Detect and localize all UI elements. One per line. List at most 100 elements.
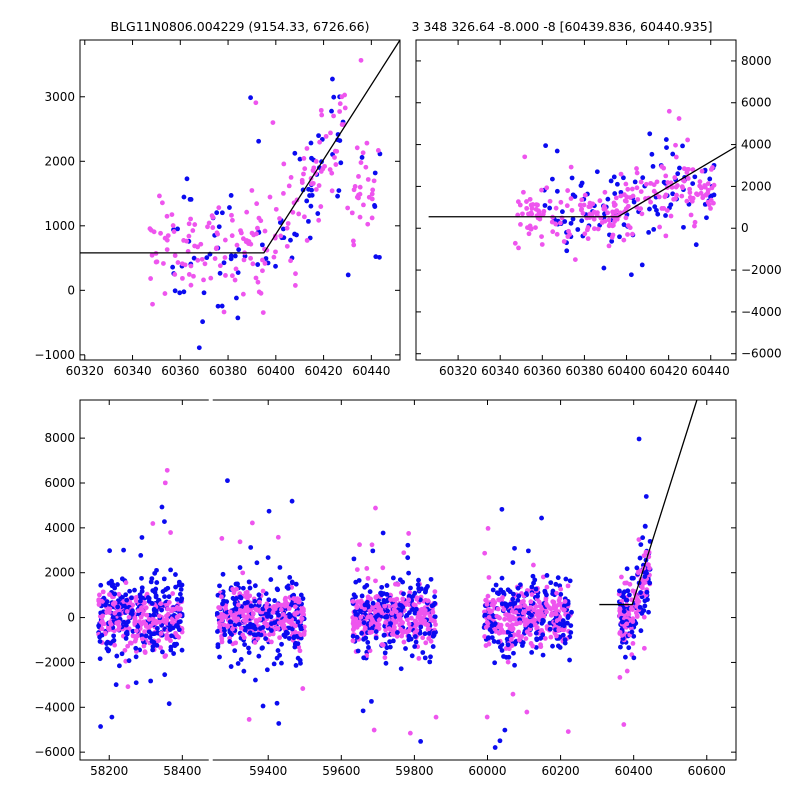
data-point — [362, 625, 368, 631]
data-point — [406, 593, 412, 599]
data-point — [316, 183, 322, 188]
data-point — [309, 155, 314, 161]
data-point — [171, 651, 177, 656]
data-point — [143, 605, 149, 611]
data-point — [105, 639, 110, 645]
data-point — [351, 623, 357, 628]
top-right-panel: 3 348 326.64 -8.000 -8 [60439.836, 60440… — [411, 19, 781, 378]
data-point — [608, 178, 614, 184]
data-point — [534, 637, 540, 643]
data-point — [329, 170, 335, 176]
data-point — [642, 523, 648, 529]
data-point — [409, 615, 414, 621]
y-tick-label: −2000 — [741, 263, 782, 277]
data-point — [241, 618, 247, 623]
x-tick-label: 60200 — [541, 764, 579, 778]
data-point — [373, 254, 379, 260]
data-point — [164, 467, 170, 473]
data-point — [300, 611, 306, 617]
data-point — [375, 148, 381, 153]
data-point — [668, 202, 674, 208]
data-point — [278, 233, 284, 239]
data-point — [486, 635, 491, 641]
data-point — [533, 630, 539, 636]
data-point — [241, 668, 247, 674]
data-point — [579, 218, 585, 224]
data-point — [162, 672, 168, 678]
data-point — [597, 198, 603, 204]
data-point — [243, 594, 249, 600]
data-point — [684, 170, 690, 175]
data-point — [266, 508, 272, 514]
data-point — [329, 108, 334, 114]
data-point — [614, 181, 620, 187]
data-point — [297, 648, 303, 654]
data-point — [661, 179, 667, 185]
data-point — [418, 624, 424, 630]
data-point — [186, 272, 192, 277]
data-point — [221, 622, 227, 628]
data-point — [336, 188, 342, 194]
y-tick-label: −6000 — [741, 347, 782, 361]
data-point — [200, 319, 206, 325]
data-point — [505, 659, 511, 665]
data-point — [373, 635, 379, 641]
data-point — [170, 591, 176, 596]
data-point — [143, 633, 149, 639]
data-point — [565, 188, 571, 193]
data-point — [335, 193, 340, 199]
data-point — [522, 154, 528, 160]
data-point — [634, 170, 640, 176]
data-point — [293, 271, 298, 277]
data-point — [671, 196, 677, 202]
data-point — [209, 213, 215, 219]
data-point — [252, 598, 258, 604]
data-point — [515, 597, 521, 603]
data-point — [663, 173, 669, 179]
data-point — [342, 105, 348, 111]
data-point — [302, 214, 307, 220]
data-point — [279, 660, 284, 666]
data-point — [228, 193, 234, 198]
data-point — [621, 594, 626, 600]
data-point — [555, 575, 561, 581]
data-point — [288, 175, 294, 180]
data-point — [238, 625, 244, 631]
data-point — [172, 272, 178, 277]
data-point — [105, 648, 111, 654]
data-point — [517, 604, 523, 610]
data-point — [235, 661, 241, 666]
data-point — [229, 632, 234, 638]
data-point — [569, 207, 575, 213]
data-point — [179, 596, 185, 601]
y-tick-label: 3000 — [44, 90, 75, 104]
data-point — [569, 175, 575, 181]
data-point — [169, 212, 175, 217]
data-point — [368, 621, 374, 627]
data-point — [382, 650, 388, 656]
data-point — [254, 560, 260, 566]
data-point — [367, 630, 373, 635]
data-point — [482, 634, 488, 639]
data-point — [186, 233, 192, 239]
data-point — [512, 545, 517, 551]
data-point — [153, 618, 159, 624]
data-point — [171, 229, 177, 234]
data-point — [156, 638, 162, 643]
data-point — [391, 632, 397, 637]
data-point — [276, 721, 282, 726]
data-point — [260, 703, 266, 709]
data-point — [253, 275, 259, 281]
data-point — [432, 594, 438, 600]
data-point — [624, 668, 630, 674]
data-point — [557, 595, 563, 601]
data-point — [307, 193, 312, 198]
data-point — [114, 620, 120, 626]
data-point — [516, 629, 521, 635]
data-point — [405, 542, 411, 548]
data-point — [523, 636, 529, 642]
data-point — [403, 600, 409, 606]
data-point — [116, 591, 122, 597]
data-point — [216, 224, 222, 230]
data-point — [151, 606, 157, 612]
